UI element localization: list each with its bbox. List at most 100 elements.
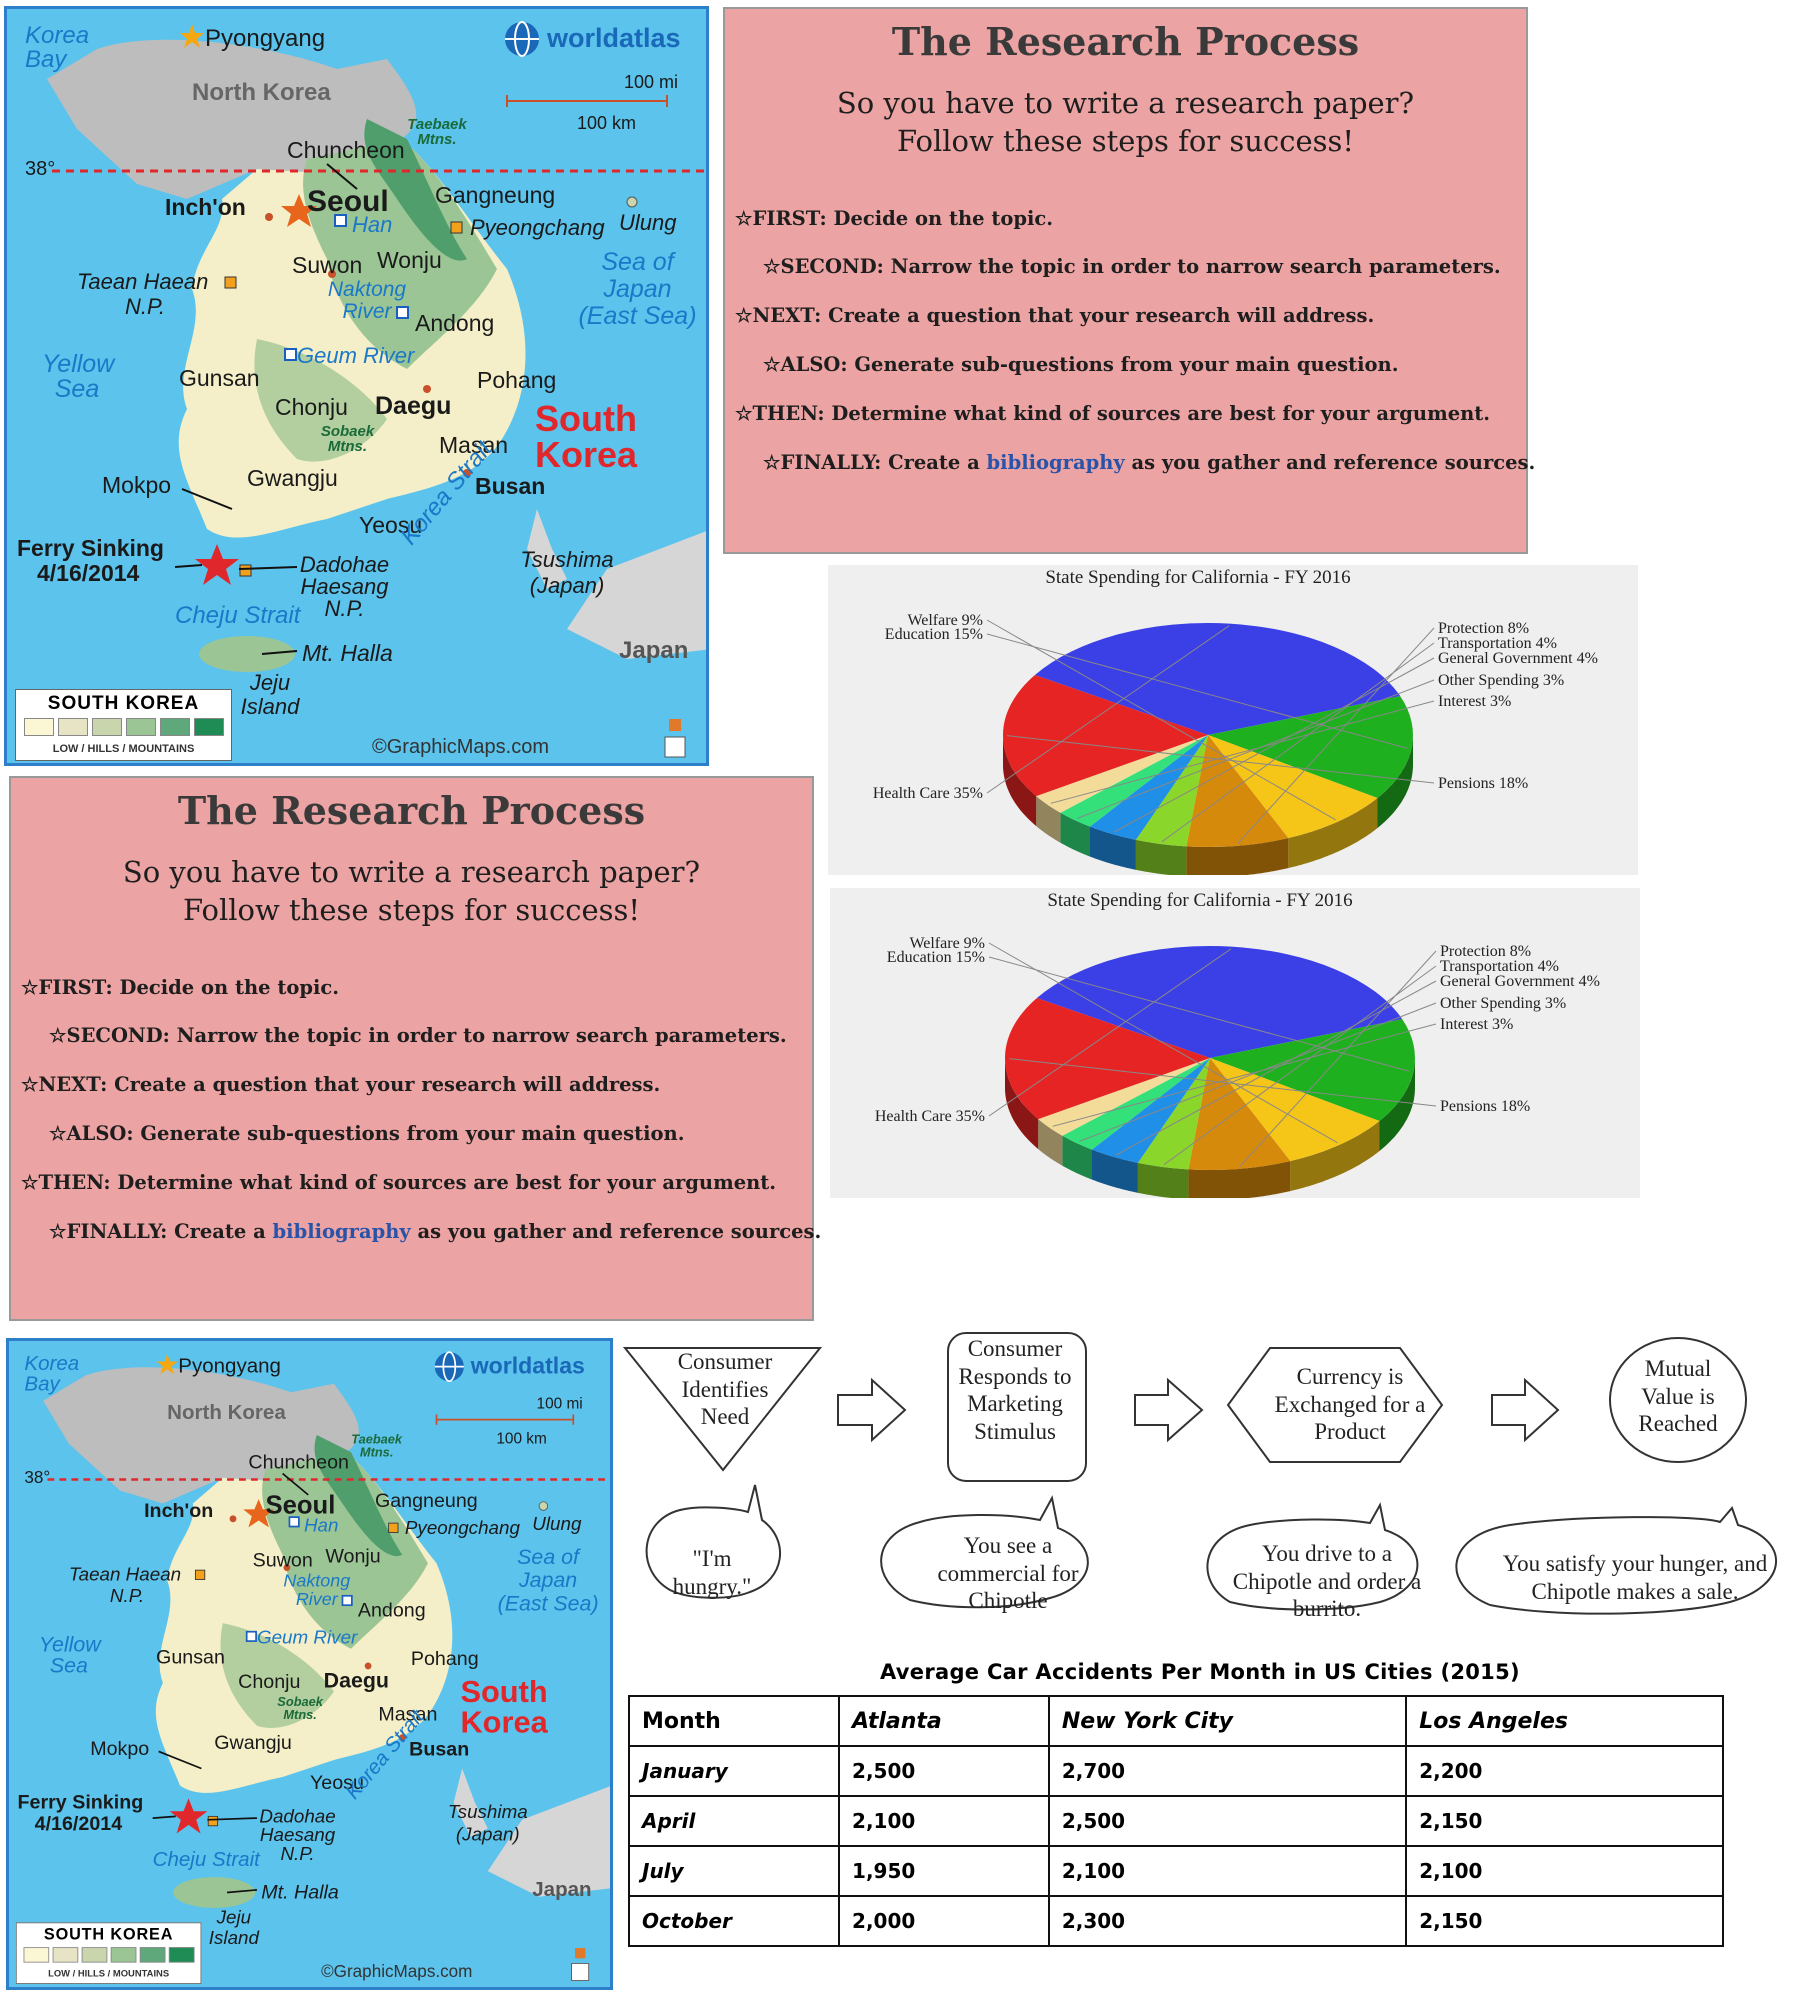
north-korea-label: North Korea — [192, 79, 331, 106]
pie-slice — [1210, 1058, 1380, 1162]
table-header-row: Month Atlanta New York City Los Angeles — [627, 1695, 1724, 1747]
leader-line — [986, 625, 1230, 794]
star-icon: ☆ — [21, 1171, 39, 1194]
table-cell: 2,500 — [838, 1745, 1050, 1797]
flow-arrow — [837, 1377, 907, 1443]
slice-label: General Government 4% — [1440, 973, 1600, 990]
table-cell: 2,100 — [838, 1795, 1050, 1847]
gangneung-label: Gangneung — [374, 1488, 478, 1512]
legend-swatches — [16, 718, 231, 741]
star-icon: ☆ — [21, 1073, 39, 1096]
slice-label: Protection 8% — [1438, 620, 1529, 637]
spending-pie-chart: State Spending for California - FY 2016 H… — [828, 565, 1638, 877]
step-item: ☆FIRST: Decide on the topic. — [735, 207, 1053, 230]
south-korea-label: South — [535, 398, 637, 439]
yeosu-label: Yeosu — [359, 512, 423, 538]
step-text: Generate sub-questions from your main qu… — [140, 1122, 685, 1145]
pie-chart-graphic: State Spending for California - FY 2016 H… — [873, 567, 1598, 877]
sea-of-japan-label: Sea of Japan (East Sea) — [497, 1545, 599, 1616]
scale-km-label: 100 km — [577, 113, 637, 133]
star-icon: ☆ — [735, 402, 753, 425]
andong-label: Andong — [415, 310, 495, 336]
pie-slice — [1038, 1058, 1210, 1136]
pie-slice-side — [1062, 1135, 1092, 1180]
dadohae-label: Dadohae Haesang N.P. — [299, 552, 390, 621]
step-item: ☆SECOND: Narrow the topic in order to na… — [763, 255, 1501, 278]
flow-step-text: Currency is Exchanged for a Product — [1274, 1364, 1426, 1445]
legend-swatch — [57, 718, 88, 736]
suwon-label: Suwon — [292, 252, 363, 278]
table-cell: 2,500 — [1047, 1795, 1408, 1847]
mokpo-label: Mokpo — [90, 1736, 150, 1760]
table-cell: 2,150 — [1405, 1895, 1724, 1947]
worldatlas-logo: worldatlas — [547, 23, 681, 53]
japan-label: Japan — [532, 1877, 592, 1902]
table-cell: April — [627, 1795, 841, 1847]
pyongyang-label: Pyongyang — [205, 25, 326, 52]
han-river-label: Han — [303, 1514, 339, 1536]
bibliography-link[interactable]: bibliography — [272, 1220, 411, 1243]
star-icon: ☆ — [735, 207, 753, 230]
pie-slice-side — [1090, 826, 1136, 870]
pie-slice — [1005, 998, 1210, 1120]
step-text: Narrow the topic in order to narrow sear… — [890, 255, 1501, 278]
slice-label: General Government 4% — [1438, 650, 1598, 667]
pyeongchang-label: Pyeongchang — [404, 1517, 520, 1539]
pie-slice-side — [1188, 1161, 1291, 1200]
step-item: ☆FINALLY: Create a bibliography as you g… — [763, 451, 1535, 474]
table-cell: 2,100 — [1047, 1845, 1408, 1897]
tsushima-label: Tsushima (Japan) — [447, 1800, 528, 1845]
step-label: NEXT: — [38, 1073, 115, 1096]
flow-step-text: Mutual Value is Reached — [1638, 1356, 1718, 1437]
step-label: THEN: — [752, 402, 832, 425]
table-header-cell: Month — [627, 1695, 841, 1747]
legend-scale-label: LOW / HILLS / MOUNTAINS — [48, 1968, 170, 1979]
star-icon: ☆ — [49, 1220, 67, 1243]
slide-subtitle: So you have to write a research paper? F… — [11, 853, 812, 929]
flow-step-text: Consumer Responds to Marketing Stimulus — [958, 1336, 1072, 1444]
gwangju-label: Gwangju — [247, 465, 338, 491]
legend-swatch — [52, 1947, 78, 1963]
geum-river-label: Geum River — [297, 343, 415, 368]
busan-label: Busan — [475, 473, 546, 499]
slice-label: Transportation 4% — [1440, 958, 1559, 975]
copyright-label: ©GraphicMaps.com — [372, 736, 550, 758]
bubble-text: You see a commercial for Chipotle — [937, 1533, 1079, 1614]
star-icon: ☆ — [763, 451, 781, 474]
map-canvas: Korea Bay Pyongyang worldatlas North Kor… — [7, 9, 706, 763]
slide-subtitle-line-2: Follow these steps for success! — [896, 124, 1355, 158]
step-item: ☆FIRST: Decide on the topic. — [21, 976, 339, 999]
naktong-river-label: Naktong River — [327, 278, 407, 323]
bibliography-link[interactable]: bibliography — [986, 451, 1125, 474]
step-text: Decide on the topic. — [119, 976, 340, 999]
parallel-label: 38° — [24, 1468, 51, 1488]
step-label: THEN: — [38, 1171, 118, 1194]
jeju-island-label: Jeju Island — [240, 670, 300, 719]
pyeongchang-label: Pyeongchang — [470, 215, 605, 240]
korea-bay-label: Korea Bay — [25, 22, 90, 73]
leader-line — [1009, 1058, 1437, 1107]
step-text: Create a — [174, 1220, 273, 1243]
step-text: Decide on the topic. — [833, 207, 1054, 230]
dadohae-label: Dadohae Haesang N.P. — [259, 1805, 336, 1865]
han-river-label: Han — [352, 212, 393, 237]
step-text: as you gather and reference sources. — [410, 1220, 822, 1243]
taebaek-label: Taebaek Mtns. — [351, 1432, 403, 1460]
bubble-text: "I'm hungry." — [672, 1546, 752, 1599]
slice-label: Interest 3% — [1438, 693, 1511, 710]
step-item: ☆ALSO: Generate sub-questions from your … — [49, 1122, 685, 1145]
slice-label: Pensions 18% — [1438, 775, 1528, 792]
ferry-sinking-label: Ferry Sinking — [17, 1790, 144, 1813]
yellow-sea-label: Yellow Sea — [42, 350, 115, 403]
step-text: Narrow the topic in order to narrow sear… — [176, 1024, 787, 1047]
bubble-text: You drive to a Chipotle and order a burr… — [1232, 1541, 1422, 1622]
yeosu-label: Yeosu — [309, 1771, 364, 1794]
table-row: October 2,000 2,300 2,150 — [627, 1895, 1724, 1947]
yellow-sea-label: Yellow Sea — [38, 1632, 101, 1678]
elevation-legend: SOUTH KOREA LOW / HILLS / MOUNTAINS — [15, 1922, 202, 1984]
leader-line — [1079, 1002, 1437, 1142]
suwon-label: Suwon — [252, 1548, 313, 1571]
legend-scale-label: LOW / HILLS / MOUNTAINS — [52, 743, 195, 755]
slice-label: Pensions 18% — [1440, 1098, 1530, 1115]
slide-subtitle-line-1: So you have to write a research paper? — [122, 855, 701, 889]
